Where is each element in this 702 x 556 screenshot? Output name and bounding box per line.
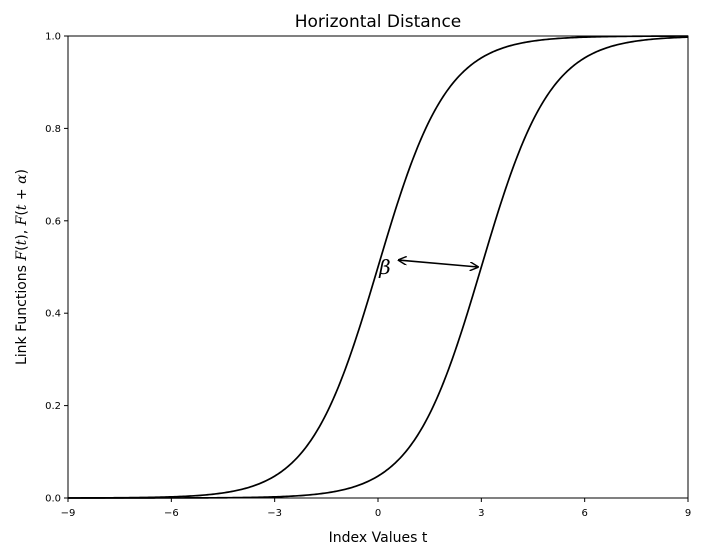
- y-tick-label: 1.0: [45, 32, 61, 43]
- chart-title: Horizontal Distance: [295, 12, 462, 32]
- x-tick-label: 6: [581, 508, 587, 519]
- y-axis-title: Link Functions F(t), F(t + α): [14, 169, 30, 365]
- x-tick-label: 3: [478, 508, 484, 519]
- x-axis-title: Index Values t: [329, 530, 428, 546]
- x-tick-label: 0: [375, 508, 381, 519]
- annotation-beta: β: [378, 255, 391, 279]
- y-axis: 0.0 0.2 0.4 0.6 0.8 1.0: [45, 32, 68, 505]
- x-tick-label: −9: [61, 508, 76, 519]
- y-tick-label: 0.0: [45, 494, 61, 505]
- y-tick-label: 0.2: [45, 401, 61, 412]
- annotation-arrow: [399, 260, 478, 267]
- x-tick-label: 9: [685, 508, 691, 519]
- series-line-1: [68, 35, 688, 499]
- x-tick-label: −6: [164, 508, 179, 519]
- x-axis: −9 −6 −3 0 3 6 9: [61, 498, 691, 519]
- y-tick-label: 0.6: [45, 216, 61, 227]
- x-tick-label: −3: [267, 508, 282, 519]
- plot-frame: [67, 35, 689, 499]
- y-tick-label: 0.4: [45, 309, 61, 320]
- y-tick-label: 0.8: [45, 124, 61, 135]
